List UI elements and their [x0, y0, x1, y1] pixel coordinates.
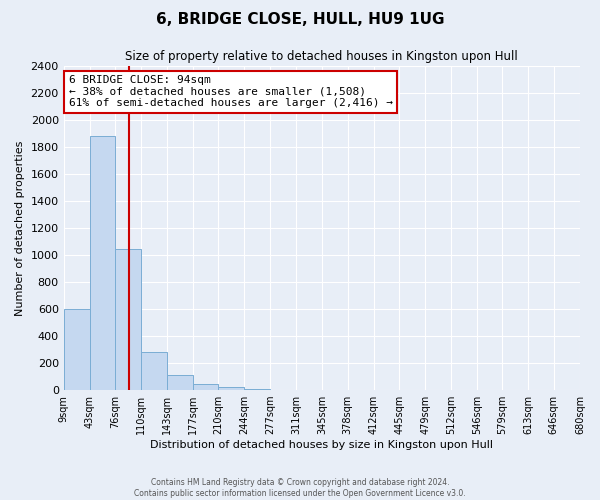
- Text: 6 BRIDGE CLOSE: 94sqm
← 38% of detached houses are smaller (1,508)
61% of semi-d: 6 BRIDGE CLOSE: 94sqm ← 38% of detached …: [69, 76, 393, 108]
- Title: Size of property relative to detached houses in Kingston upon Hull: Size of property relative to detached ho…: [125, 50, 518, 63]
- Bar: [218, 388, 244, 390]
- Bar: [167, 374, 193, 390]
- Bar: [115, 250, 142, 390]
- Text: Contains HM Land Registry data © Crown copyright and database right 2024.
Contai: Contains HM Land Registry data © Crown c…: [134, 478, 466, 498]
- Bar: [90, 136, 115, 390]
- Y-axis label: Number of detached properties: Number of detached properties: [15, 140, 25, 316]
- Bar: [142, 352, 167, 390]
- Text: 6, BRIDGE CLOSE, HULL, HU9 1UG: 6, BRIDGE CLOSE, HULL, HU9 1UG: [156, 12, 444, 28]
- X-axis label: Distribution of detached houses by size in Kingston upon Hull: Distribution of detached houses by size …: [151, 440, 493, 450]
- Bar: [64, 309, 90, 390]
- Bar: [193, 384, 218, 390]
